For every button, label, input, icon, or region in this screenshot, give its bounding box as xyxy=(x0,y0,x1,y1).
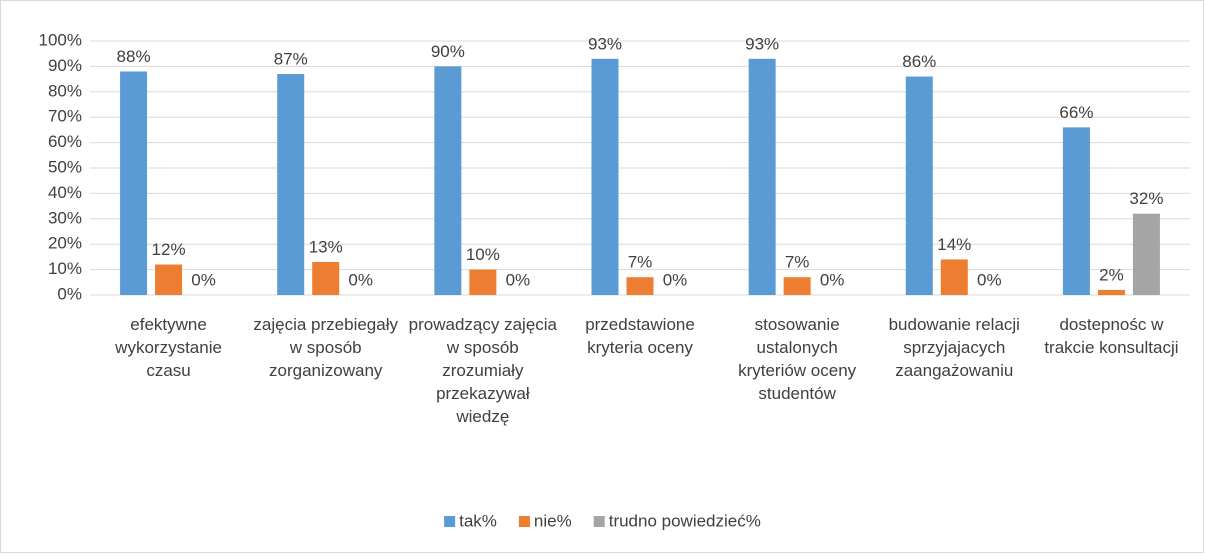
data-label: 0% xyxy=(977,270,1002,289)
x-tick-label: efektywne wykorzystanie czasu xyxy=(115,315,222,380)
x-tick-label: zajęcia przebiegały w sposób zorganizowa… xyxy=(253,315,398,380)
bar xyxy=(155,264,183,295)
bar xyxy=(434,66,462,296)
legend-swatch xyxy=(593,516,605,527)
y-tick-label: 50% xyxy=(48,157,82,176)
x-tick-label: budowanie relacji sprzyjajacych zaangażo… xyxy=(888,315,1020,380)
data-label: 13% xyxy=(309,237,343,256)
data-label: 14% xyxy=(937,235,971,254)
data-label: 0% xyxy=(820,270,845,289)
data-label: 32% xyxy=(1129,189,1163,208)
data-label: 0% xyxy=(191,270,216,289)
bar xyxy=(783,277,811,295)
y-tick-label: 20% xyxy=(48,234,82,253)
x-tick-label: stosowanie ustalonych kryteriów oceny st… xyxy=(738,315,857,403)
data-label: 7% xyxy=(785,253,810,272)
data-label: 66% xyxy=(1059,103,1093,122)
bar xyxy=(940,259,968,295)
data-label: 90% xyxy=(431,42,465,61)
data-label: 0% xyxy=(506,270,531,289)
x-tick-label: przedstawione kryteria oceny xyxy=(585,315,695,357)
data-label: 86% xyxy=(902,52,936,71)
bar xyxy=(591,58,619,295)
data-label: 87% xyxy=(274,50,308,69)
data-label: 93% xyxy=(588,34,622,53)
bar xyxy=(1132,213,1160,295)
legend-swatch xyxy=(518,516,530,527)
data-label: 0% xyxy=(348,270,373,289)
data-label: 10% xyxy=(466,245,500,264)
x-tick-label: prowadzący zajęcia w sposób zrozumiały p… xyxy=(408,315,558,426)
data-label: 7% xyxy=(628,253,653,272)
bar xyxy=(1062,127,1090,295)
legend-label: tak% xyxy=(459,511,497,530)
bar xyxy=(905,76,933,295)
y-tick-label: 70% xyxy=(48,107,82,126)
data-label: 0% xyxy=(663,270,688,289)
y-tick-label: 30% xyxy=(48,208,82,227)
legend-label: trudno powiedzieć% xyxy=(609,511,761,530)
bar xyxy=(626,277,654,295)
y-tick-label: 80% xyxy=(48,81,82,100)
y-tick-label: 0% xyxy=(57,284,82,303)
y-tick-label: 40% xyxy=(48,183,82,202)
y-tick-label: 10% xyxy=(48,259,82,278)
bar xyxy=(312,261,340,295)
data-label: 93% xyxy=(745,34,779,53)
bar xyxy=(120,71,148,295)
legend-swatch xyxy=(444,516,456,527)
data-label: 2% xyxy=(1099,265,1124,284)
bar xyxy=(1097,289,1125,295)
bar xyxy=(469,269,497,295)
y-tick-label: 100% xyxy=(39,30,82,49)
x-tick-label: dostepnośc w trakcie konsultacji xyxy=(1044,315,1179,357)
y-tick-label: 90% xyxy=(48,56,82,75)
data-label: 88% xyxy=(117,47,151,66)
data-label: 12% xyxy=(152,240,186,259)
legend-label: nie% xyxy=(534,511,572,530)
y-tick-label: 60% xyxy=(48,132,82,151)
bar xyxy=(277,74,305,296)
bar xyxy=(748,58,776,295)
